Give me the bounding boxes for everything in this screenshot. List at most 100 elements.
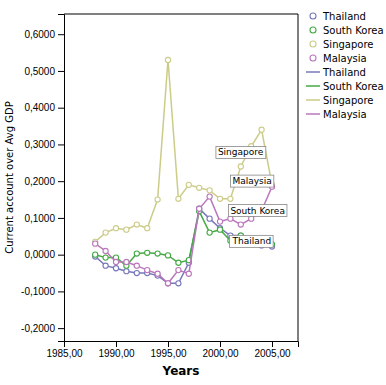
series-point — [197, 185, 202, 190]
series-point — [238, 222, 243, 227]
legend-line — [306, 113, 320, 115]
series-point — [145, 267, 150, 272]
legend-item: Thailand — [310, 11, 366, 22]
y-tick-mark — [58, 144, 64, 145]
series-point — [145, 250, 150, 255]
series-point — [207, 188, 212, 193]
legend-line — [306, 85, 320, 87]
legend-label: Thailand — [322, 67, 366, 78]
series-point — [217, 219, 222, 224]
legend-line — [306, 71, 320, 73]
x-tick-label: 1990,00 — [98, 348, 135, 359]
y-tick-label: 0,2000 — [24, 176, 55, 187]
series-point — [186, 182, 191, 187]
y-axis-title: Current account over Avg GDP — [4, 101, 15, 253]
y-axis-line — [58, 15, 65, 342]
y-tick: 0,5000 — [24, 66, 64, 77]
legend-label: South Korea — [323, 81, 384, 92]
series-point — [207, 194, 212, 199]
y-tick-mark — [58, 34, 64, 35]
chart: 1985,00 1990,00 1995,00 2000,00 2005,00 -0,20… — [0, 0, 386, 385]
legend-item: Malaysia — [306, 109, 367, 120]
y-tick: 0,4000 — [24, 102, 64, 113]
y-tick-label: 0,3000 — [24, 139, 55, 150]
series-point — [124, 269, 129, 274]
x-axis-line — [65, 342, 299, 348]
x-axis: 1985,00 1990,00 1995,00 2000,00 2005,00 — [46, 341, 298, 359]
x-axis-title: Years — [162, 364, 200, 378]
x-tick: 1985,00 — [46, 341, 83, 359]
series-group — [93, 57, 275, 286]
annotation-text: Thailand — [231, 236, 271, 246]
series-point — [217, 196, 222, 201]
x-tick: 2005,00 — [254, 341, 291, 359]
legend-marker — [310, 55, 316, 61]
y-tick: -0,1000 — [21, 286, 64, 297]
legend-item: South Korea — [310, 25, 384, 36]
x-tick-mark — [220, 341, 221, 347]
series-point — [113, 266, 118, 271]
series-point — [165, 253, 170, 258]
series-point — [155, 251, 160, 256]
annotations: SingaporeMalaysiaSouth KoreaThailand — [216, 146, 287, 247]
y-tick-label: 0,4000 — [24, 102, 55, 113]
annotation: Malaysia — [230, 175, 273, 187]
plot: 1985,00 1990,00 1995,00 2000,00 2005,00 -0,20… — [21, 14, 298, 359]
annotation-box — [229, 235, 273, 247]
series-point — [176, 260, 181, 265]
y-tick-label: 0,6000 — [24, 29, 55, 40]
series-point — [228, 196, 233, 201]
y-tick: -0,2000 — [21, 323, 64, 334]
annotation-box — [228, 205, 287, 217]
legend-item: Singapore — [310, 39, 373, 50]
legend-label: Thailand — [322, 11, 366, 22]
x-tick-mark — [168, 341, 169, 347]
series-point — [176, 267, 181, 272]
annotation-text: Malaysia — [232, 176, 271, 186]
y-axis: -0,2000 -0,1000 0,0000 0,1000 0,2000 0,3000 0,… — [21, 15, 64, 342]
y-tick-label: 0,1000 — [24, 213, 55, 224]
series-point — [113, 259, 118, 264]
legend-item: Singapore — [306, 95, 373, 106]
x-tick-mark — [272, 341, 273, 347]
series-point — [197, 206, 202, 211]
legend-line — [306, 99, 320, 101]
legend-item: South Korea — [306, 81, 384, 92]
legend-marker — [310, 13, 316, 19]
series-point — [165, 281, 170, 286]
y-tick-label: 0,0000 — [24, 249, 55, 260]
legend: Thailand South Korea Singapore Malaysia Thai… — [306, 11, 384, 120]
frame-right — [298, 14, 299, 341]
x-tick: 1995,00 — [150, 341, 187, 359]
x-tick: 1990,00 — [98, 341, 135, 359]
annotation-text: Singapore — [218, 147, 264, 157]
series-point — [238, 164, 243, 169]
series-line — [95, 211, 272, 265]
series-point — [134, 251, 139, 256]
series-point — [134, 263, 139, 268]
legend-marker — [310, 41, 316, 47]
series-point — [134, 222, 139, 227]
series-point — [103, 230, 108, 235]
series-point — [93, 252, 98, 257]
y-tick: 0,6000 — [24, 29, 64, 40]
y-tick-mark — [58, 71, 64, 72]
x-tick: 2000,00 — [202, 341, 239, 359]
legend-item: Thailand — [306, 67, 366, 78]
series-point — [103, 255, 108, 260]
series-point — [197, 206, 202, 211]
series-point — [155, 271, 160, 276]
x-tick-label: 2005,00 — [254, 348, 291, 359]
series-point — [259, 127, 264, 132]
series-point — [103, 248, 108, 253]
y-tick-mark — [58, 328, 64, 329]
x-tick-label: 1995,00 — [150, 348, 187, 359]
y-tick-mark — [58, 108, 64, 109]
series-point — [155, 197, 160, 202]
legend-item: Malaysia — [310, 53, 367, 64]
y-tick: 0,3000 — [24, 139, 64, 150]
annotation: Singapore — [216, 146, 266, 158]
series-point — [103, 263, 108, 268]
x-tick-mark — [116, 341, 117, 347]
legend-label: South Korea — [323, 25, 384, 36]
